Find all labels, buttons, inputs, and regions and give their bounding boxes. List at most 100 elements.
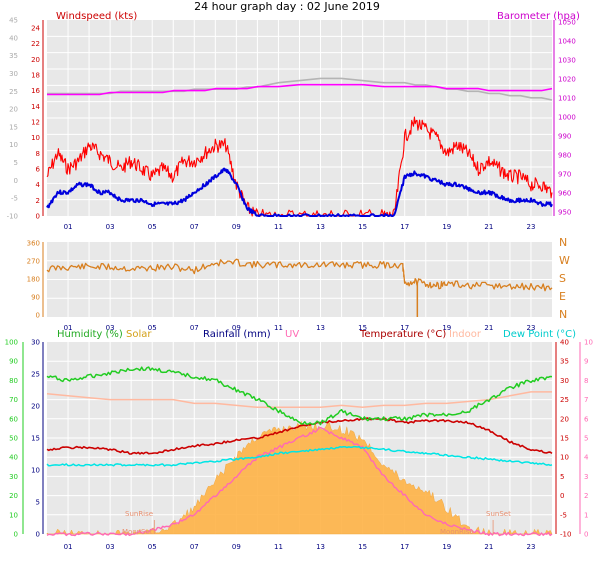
windspeed-tick: 4 [36, 181, 41, 189]
wind-secondary-tick: -10 [7, 213, 18, 221]
wind-barometer-panel: Windspeed (kts) Barometer (hpa) 01 03 05 07… [7, 11, 580, 231]
humidity-tick: 40 [9, 454, 18, 462]
direction-tick: 270 [27, 258, 40, 266]
barometer-tick: 1020 [558, 76, 576, 84]
humidity-tick: 70 [9, 396, 18, 404]
wind-hour-label: 03 [106, 223, 115, 231]
temperature-tick: -5 [560, 511, 567, 519]
temperature-tick: -10 [560, 531, 571, 539]
barometer-tick: 1000 [558, 114, 576, 122]
direction-hour-label: 23 [526, 324, 535, 332]
legend-humidity: Humidity (%) [57, 329, 123, 340]
windspeed-tick: 8 [36, 150, 40, 158]
wind-average-line [46, 167, 553, 217]
direction-hour-label: 03 [106, 324, 115, 332]
moonset-label: MoonSet [122, 528, 153, 536]
windspeed-tick: 10 [31, 134, 40, 142]
legend-dewpoint: Dew Point (°C) [503, 329, 576, 340]
windspeed-tick: 12 [31, 119, 40, 127]
rainfall-tick: 30 [31, 339, 40, 347]
temp-hour-label: 21 [484, 543, 493, 551]
legend-uv: UV [285, 329, 299, 340]
wind-hour-label: 05 [148, 223, 157, 231]
sunrise-label: SunRise [125, 510, 153, 518]
wind-secondary-tick: 35 [9, 52, 18, 60]
humidity-tick: 10 [9, 511, 18, 519]
humidity-tick: 60 [9, 415, 18, 423]
direction-hour-label: 13 [316, 324, 325, 332]
compass-label: E [559, 290, 566, 303]
direction-hour-label: 15 [358, 324, 367, 332]
barometer-tick: 1010 [558, 95, 576, 103]
barometer-axis-title: Barometer (hpa) [497, 11, 580, 22]
uv-tick: 3 [584, 473, 588, 481]
temp-hour-label: 01 [64, 543, 73, 551]
temperature-tick: 35 [560, 358, 569, 366]
uv-tick: 4 [584, 454, 589, 462]
temp-hour-label: 07 [190, 543, 199, 551]
humidity-tick: 100 [5, 339, 18, 347]
windspeed-tick: 24 [31, 25, 40, 33]
temp-hour-label: 09 [232, 543, 241, 551]
indoor-line [46, 391, 552, 409]
uv-tick: 5 [584, 435, 588, 443]
uv-tick: 7 [584, 396, 588, 404]
wind-hour-label: 21 [484, 223, 493, 231]
uv-tick: 9 [584, 358, 588, 366]
humidity-tick: 80 [9, 377, 18, 385]
temp-hour-label: 03 [106, 543, 115, 551]
windspeed-tick: 14 [31, 103, 40, 111]
temp-hour-label: 15 [358, 543, 367, 551]
wind-hour-label: 19 [442, 223, 451, 231]
temperature-line [46, 417, 553, 455]
graph-title: 24 hour graph day : 02 June 2019 [194, 0, 380, 13]
direction-hour-label: 05 [148, 324, 157, 332]
wind-hour-label: 15 [358, 223, 367, 231]
rainfall-tick: 5 [36, 499, 40, 507]
windspeed-tick: 20 [31, 56, 40, 64]
wind-secondary-tick: 15 [9, 123, 18, 131]
wind-secondary-tick: -5 [11, 195, 18, 203]
compass-label: W [559, 254, 570, 267]
temperature-tick: 15 [560, 435, 569, 443]
legend-temperature: Temperature (°C) [359, 329, 446, 340]
windspeed-tick: 18 [31, 72, 40, 80]
humidity-tick: 20 [9, 492, 18, 500]
direction-hour-label: 21 [484, 324, 493, 332]
direction-hour-label: 17 [400, 324, 409, 332]
barometer-line [47, 83, 553, 96]
humidity-line [46, 366, 553, 426]
barometer-tick: 990 [558, 133, 571, 141]
temperature-tick: 10 [560, 454, 569, 462]
temperature-tick: 30 [560, 377, 569, 385]
uv-tick: 6 [584, 415, 589, 423]
compass-label: S [559, 272, 566, 285]
barometer-tick: 950 [558, 209, 571, 217]
uv-tick: 10 [584, 339, 593, 347]
direction-hour-label: 19 [442, 324, 451, 332]
temperature-tick: 40 [560, 339, 569, 347]
barometer-tick: 1050 [558, 19, 576, 27]
humidity-tick: 30 [9, 473, 18, 481]
uv-tick: 8 [584, 377, 588, 385]
barometer-tick: 980 [558, 152, 571, 160]
sunset-label: SunSet [486, 510, 511, 518]
wind-hour-label: 09 [232, 223, 241, 231]
temp-hour-label: 11 [274, 543, 283, 551]
temp-hour-label: 19 [442, 543, 451, 551]
humidity-tick: 90 [9, 358, 18, 366]
uv-tick: 2 [584, 492, 588, 500]
uv-tick: 1 [584, 511, 588, 519]
temp-hour-label: 05 [148, 543, 157, 551]
direction-tick: 90 [31, 294, 40, 302]
direction-hour-label: 11 [274, 324, 283, 332]
dewpoint-line [46, 445, 553, 467]
barometer-tick: 970 [558, 171, 571, 179]
wind-hour-label: 11 [274, 223, 283, 231]
direction-tick: 0 [36, 312, 40, 320]
uv-line [46, 426, 553, 537]
temp-hour-label: 23 [526, 543, 535, 551]
humidity-tick: 50 [9, 435, 18, 443]
wind-secondary-tick: 30 [9, 70, 18, 78]
